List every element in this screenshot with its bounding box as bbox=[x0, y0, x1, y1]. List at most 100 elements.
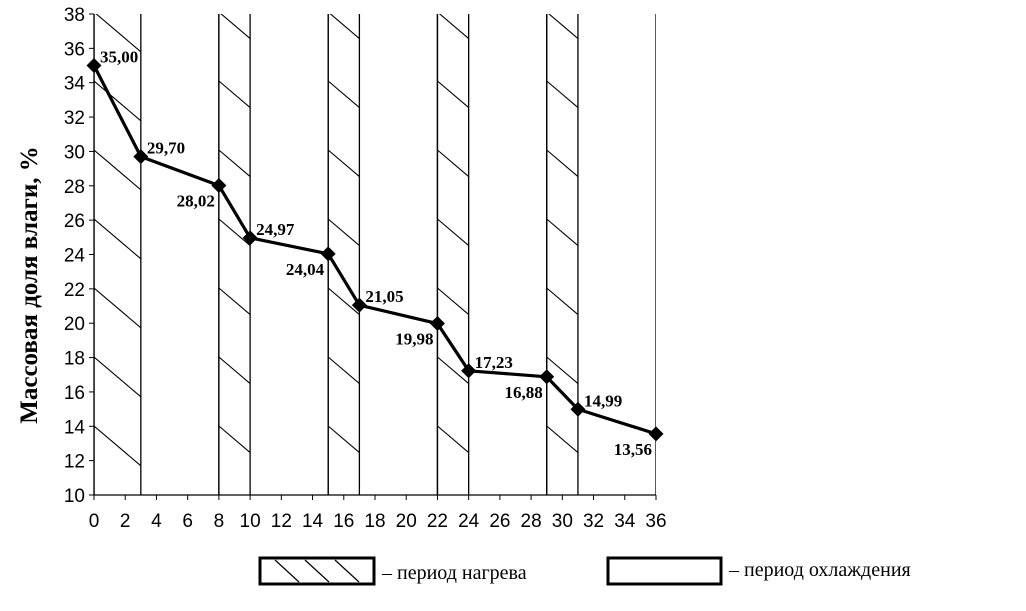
hatch-line bbox=[94, 494, 95, 495]
legend-hatch-line bbox=[304, 559, 330, 583]
legend: – период нагрева – период охлаждения bbox=[258, 556, 911, 586]
hatch-line bbox=[546, 425, 579, 453]
x-tick-label: 6 bbox=[182, 511, 193, 532]
hatch-line bbox=[437, 425, 470, 453]
hatch-line bbox=[437, 80, 470, 108]
data-label: 16,88 bbox=[504, 383, 542, 402]
y-axis-label: Массовая доля влаги, % bbox=[16, 146, 43, 424]
hatch-line bbox=[546, 287, 579, 315]
heating-band bbox=[546, 14, 579, 495]
hatch-line bbox=[95, 14, 142, 53]
x-tick-label: 4 bbox=[151, 511, 162, 532]
y-tick-label: 10 bbox=[64, 486, 85, 507]
data-label: 35,00 bbox=[100, 48, 138, 67]
legend-entry-heating: – период нагрева bbox=[258, 556, 527, 586]
hatch-line bbox=[437, 218, 470, 246]
x-tick-label: 34 bbox=[614, 511, 636, 532]
x-tick-label: 36 bbox=[645, 511, 666, 532]
y-tick-label: 32 bbox=[64, 108, 85, 129]
x-tick-label: 22 bbox=[427, 511, 448, 532]
x-tick-label: 12 bbox=[271, 511, 292, 532]
hatch-line bbox=[437, 356, 470, 384]
legend-entry-cooling: – период охлаждения bbox=[606, 556, 911, 586]
data-point bbox=[351, 297, 367, 313]
data-label: 24,04 bbox=[286, 260, 325, 279]
x-tick-label: 20 bbox=[396, 511, 417, 532]
hatch-line bbox=[437, 149, 470, 177]
data-label: 21,05 bbox=[365, 287, 403, 306]
data-label: 28,02 bbox=[177, 191, 215, 210]
data-label: 29,70 bbox=[147, 139, 185, 158]
hatch-line bbox=[327, 149, 360, 177]
heating-band bbox=[94, 14, 142, 495]
series: 35,00 29,70 28,02 24,97 24,04 21,05 19,98 17,23… bbox=[86, 48, 664, 459]
x-tick-label: 16 bbox=[333, 511, 354, 532]
hatch-line bbox=[437, 287, 470, 315]
hatch-line bbox=[327, 80, 360, 108]
y-tick-label: 14 bbox=[64, 417, 86, 438]
y-tick-label: 20 bbox=[64, 314, 85, 335]
hatch-line bbox=[218, 80, 251, 108]
data-point bbox=[648, 426, 664, 442]
hatch-line bbox=[546, 218, 579, 246]
x-axis-ticks: 0 2 4 6 8 10 12 14 16 18 20 22 24 26 28 30 32 34 36 bbox=[89, 495, 667, 532]
y-tick-label: 34 bbox=[64, 74, 86, 95]
legend-label-cooling: – период охлаждения bbox=[728, 559, 911, 581]
y-tick-label: 26 bbox=[64, 211, 85, 232]
data-point bbox=[320, 246, 336, 262]
hatch-line bbox=[546, 149, 579, 177]
period-bands bbox=[94, 14, 656, 495]
hatch-line bbox=[218, 356, 251, 384]
data-label: 19,98 bbox=[395, 330, 433, 349]
x-tick-label: 8 bbox=[214, 511, 225, 532]
y-tick-label: 24 bbox=[64, 246, 86, 267]
y-tick-label: 22 bbox=[64, 280, 85, 301]
hatch-line bbox=[546, 80, 579, 108]
hatch-line bbox=[220, 14, 251, 39]
y-tick-label: 28 bbox=[64, 177, 85, 198]
data-point bbox=[211, 177, 227, 193]
axes bbox=[93, 14, 656, 496]
data-point bbox=[570, 401, 586, 417]
hatch-line bbox=[329, 14, 360, 39]
x-tick-label: 30 bbox=[552, 511, 573, 532]
x-tick-label: 24 bbox=[458, 511, 480, 532]
y-tick-label: 12 bbox=[64, 452, 85, 473]
data-point bbox=[86, 58, 102, 74]
data-point bbox=[133, 149, 149, 165]
hatch-line bbox=[218, 425, 251, 453]
hatch-line bbox=[218, 149, 251, 177]
legend-swatch-blank bbox=[606, 556, 723, 586]
hatch-line bbox=[327, 218, 360, 246]
hatch-line bbox=[218, 218, 251, 246]
data-label: 14,99 bbox=[584, 391, 622, 410]
data-point bbox=[539, 369, 555, 385]
x-tick-label: 10 bbox=[240, 511, 261, 532]
data-point bbox=[429, 316, 445, 332]
heating-band bbox=[436, 14, 470, 495]
legend-hatch-line bbox=[334, 559, 360, 583]
data-point bbox=[242, 230, 258, 246]
x-tick-label: 0 bbox=[89, 511, 100, 532]
heating-band bbox=[218, 14, 251, 495]
hatch-line bbox=[327, 287, 360, 315]
hatch-line bbox=[94, 287, 142, 329]
hatch-line bbox=[218, 287, 251, 315]
hatch-line bbox=[94, 425, 142, 467]
data-label: 24,97 bbox=[256, 220, 295, 239]
x-tick-label: 28 bbox=[521, 511, 542, 532]
x-tick-label: 14 bbox=[302, 511, 324, 532]
data-label: 13,56 bbox=[614, 440, 652, 459]
hatch-line bbox=[438, 14, 470, 39]
y-tick-label: 18 bbox=[64, 349, 85, 370]
x-tick-label: 26 bbox=[489, 511, 510, 532]
data-point bbox=[461, 363, 477, 379]
y-tick-label: 38 bbox=[64, 5, 85, 26]
data-label: 17,23 bbox=[475, 353, 513, 372]
hatch-line bbox=[94, 149, 142, 191]
hatch-line bbox=[327, 356, 360, 384]
legend-label-heating: – период нагрева bbox=[381, 562, 527, 584]
x-tick-label: 18 bbox=[364, 511, 385, 532]
hatch-line bbox=[546, 356, 579, 384]
